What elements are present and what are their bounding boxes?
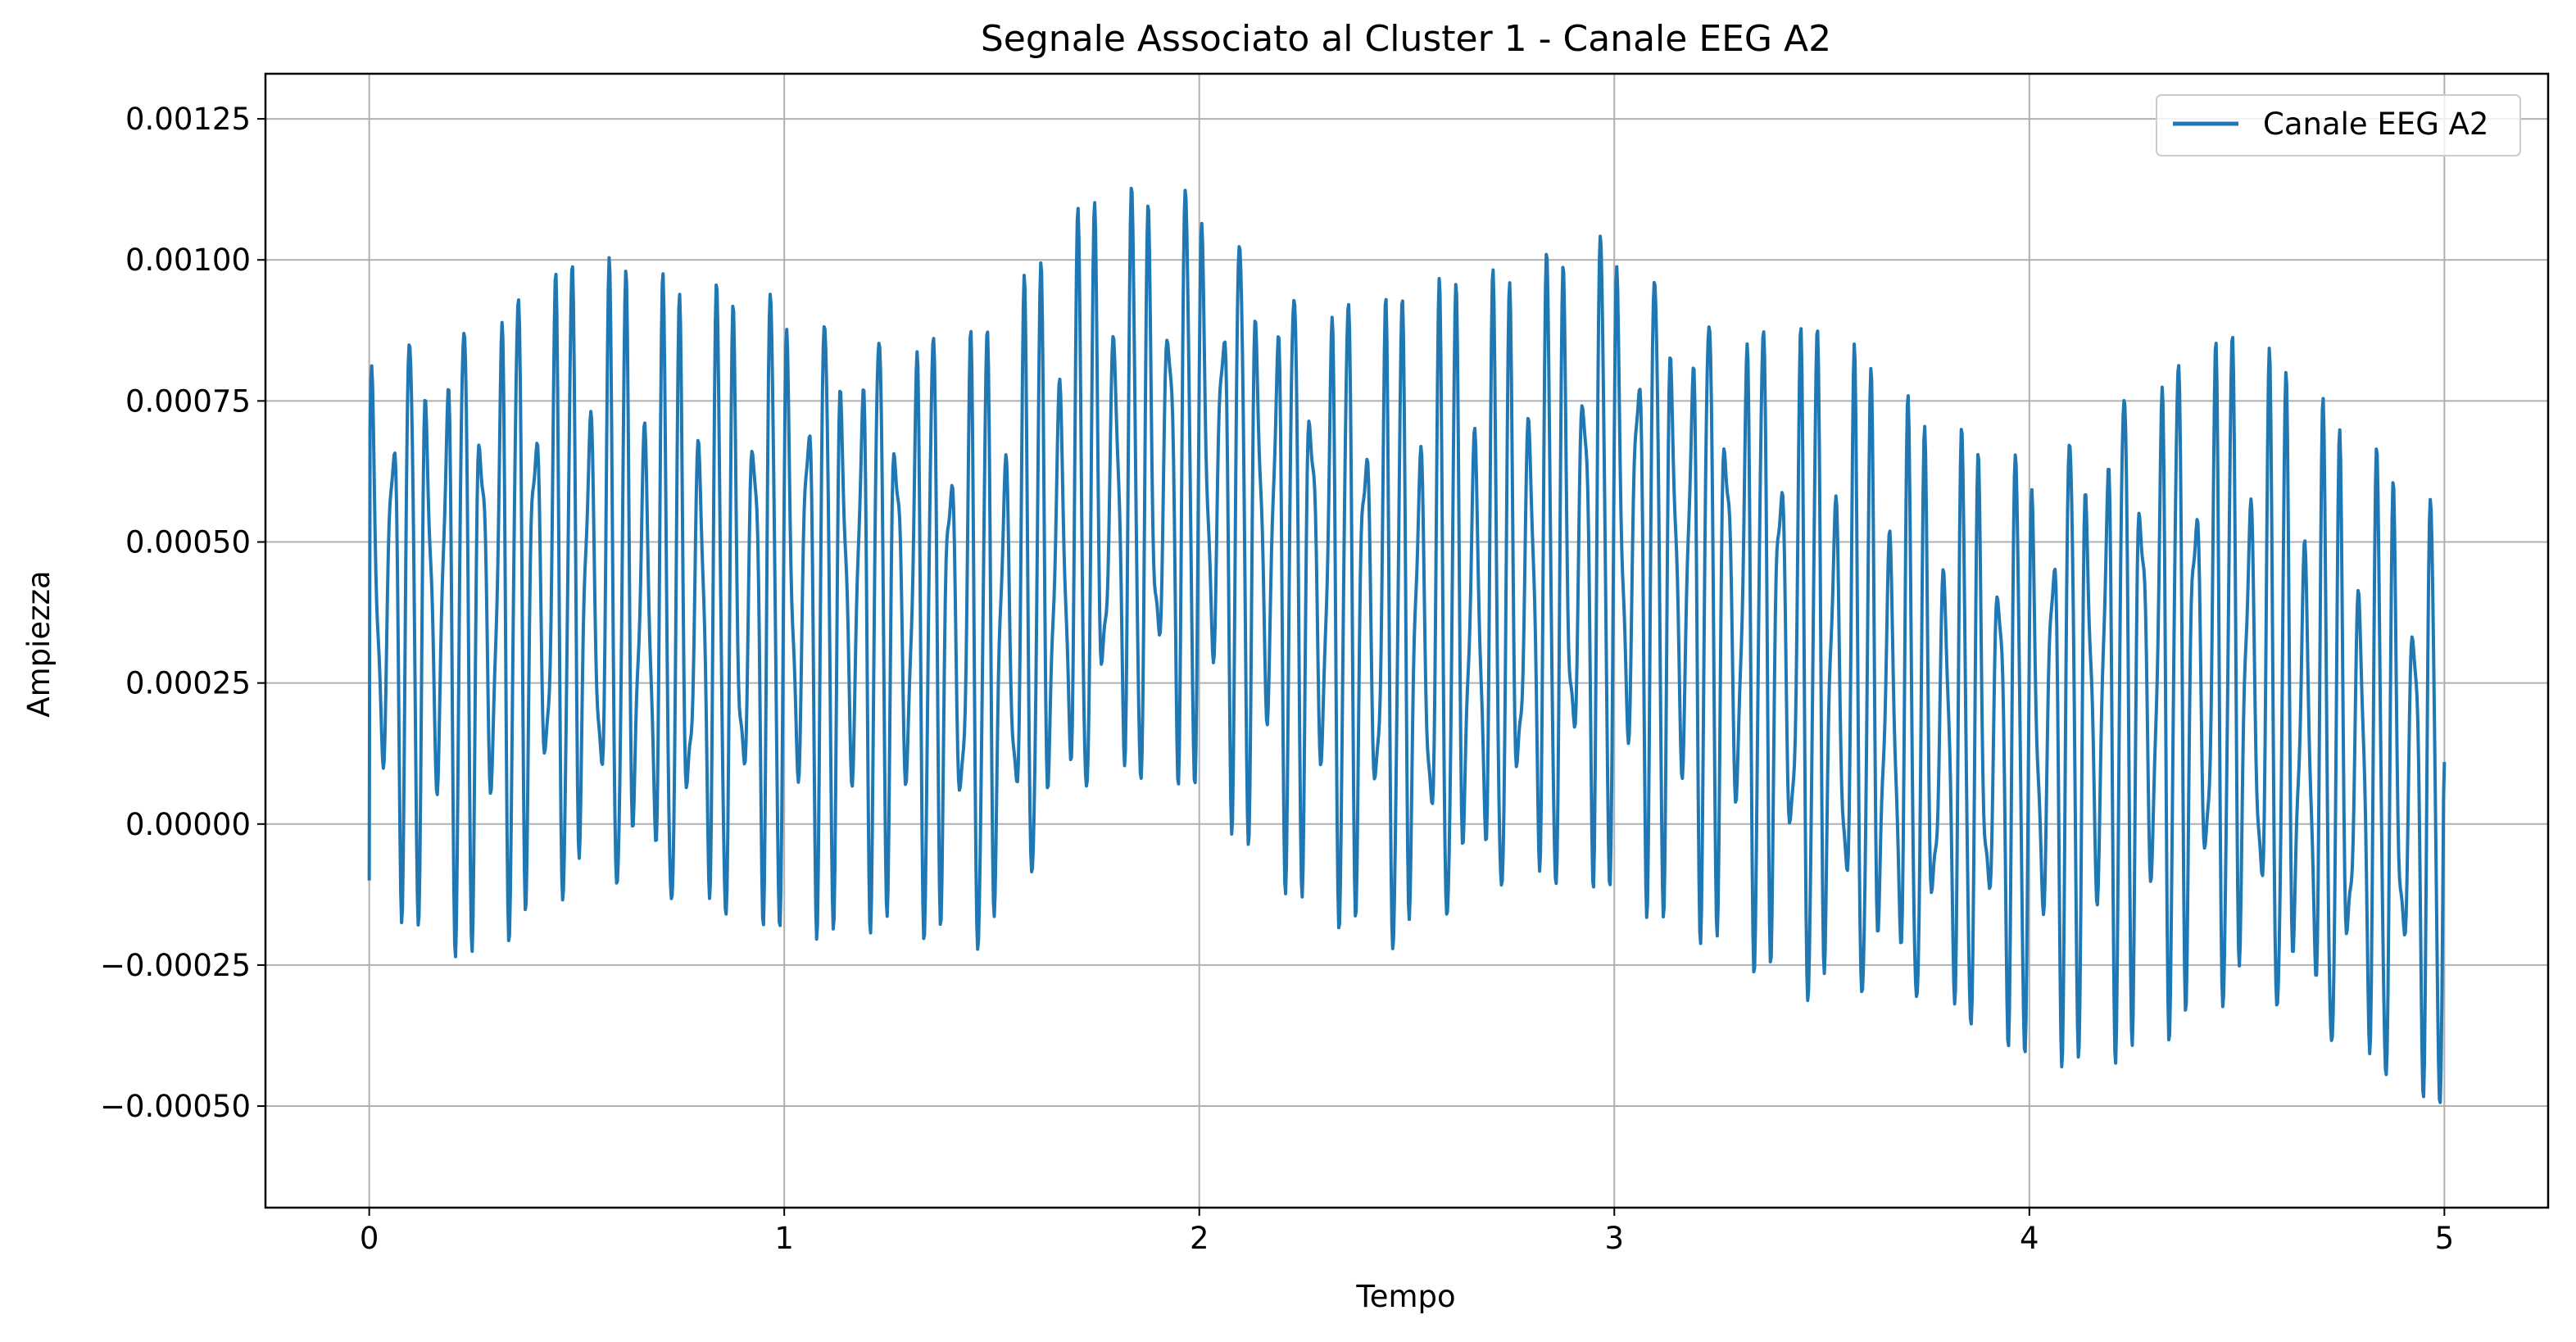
series-layer [367, 186, 2447, 1104]
legend: Canale EEG A2 [2156, 94, 2521, 156]
ticks: 0 1 2 3 4 5 −0.00050 −0.00025 0.00000 0.00025 0.00… [100, 102, 2454, 1256]
x-tick-label: 0 [360, 1221, 379, 1256]
y-tick-label: −0.00025 [100, 948, 251, 983]
x-tick-label: 1 [774, 1221, 794, 1256]
y-tick-label: 0.00000 [125, 807, 251, 842]
x-tick-label: 2 [1190, 1221, 1209, 1256]
axes-frame [264, 72, 2550, 1209]
y-axis-label: Ampiezza [21, 570, 57, 717]
x-tick-label: 4 [2020, 1221, 2039, 1256]
y-tick-label: 0.00100 [125, 243, 251, 278]
legend-box [2156, 94, 2521, 156]
y-tick-label: 0.00025 [125, 666, 251, 701]
x-axis-label: Tempo [1355, 1279, 1455, 1314]
y-tick-label: 0.00075 [125, 383, 251, 419]
y-tick-label: 0.00125 [125, 102, 251, 137]
x-tick-label: 3 [1604, 1221, 1624, 1256]
series-line [367, 186, 2447, 1104]
chart-title: Segnale Associato al Cluster 1 - Canale … [981, 18, 1831, 60]
x-tick-label: 5 [2435, 1221, 2455, 1256]
y-tick-label: 0.00050 [125, 525, 251, 560]
y-tick-label: −0.00050 [100, 1089, 251, 1124]
legend-label: Canale EEG A2 [2263, 107, 2488, 142]
